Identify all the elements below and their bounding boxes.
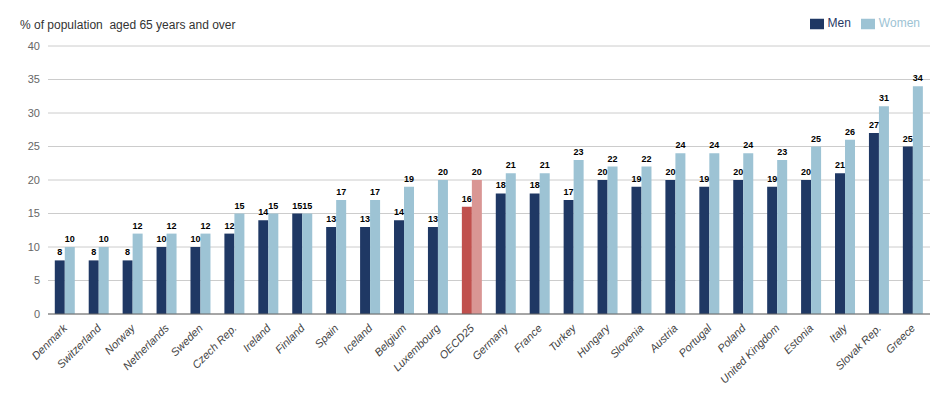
svg-text:19: 19 <box>699 174 709 184</box>
svg-text:21: 21 <box>835 160 845 170</box>
svg-text:15: 15 <box>28 207 40 219</box>
svg-text:21: 21 <box>540 160 550 170</box>
svg-text:19: 19 <box>631 174 641 184</box>
svg-text:20: 20 <box>801 167 811 177</box>
svg-text:Czech Rep.: Czech Rep. <box>190 322 239 371</box>
html-text:Women: Women <box>878 16 920 30</box>
svg-text:24: 24 <box>743 140 753 150</box>
svg-text:Poland: Poland <box>715 321 748 354</box>
svg-text:Sweden: Sweden <box>168 321 205 359</box>
svg-text:0: 0 <box>34 308 40 320</box>
svg-text:21: 21 <box>506 160 516 170</box>
svg-text:10: 10 <box>157 234 167 244</box>
svg-text:Iceland: Iceland <box>341 321 375 355</box>
svg-text:20: 20 <box>438 167 448 177</box>
svg-text:Germany: Germany <box>470 321 512 363</box>
svg-text:10: 10 <box>65 234 75 244</box>
svg-text:23: 23 <box>777 147 787 157</box>
svg-text:31: 31 <box>879 93 889 103</box>
svg-text:10: 10 <box>28 241 40 253</box>
svg-text:Denmark: Denmark <box>29 321 70 362</box>
svg-text:France: France <box>511 322 544 355</box>
svg-text:Austria: Austria <box>646 322 679 355</box>
svg-text:Netherlands: Netherlands <box>121 321 172 372</box>
svg-text:Slovak Rep.: Slovak Rep. <box>833 322 883 372</box>
svg-text:34: 34 <box>913 73 923 83</box>
svg-text:26: 26 <box>845 127 855 137</box>
svg-text:Portugal: Portugal <box>676 321 714 359</box>
html-text:% of population aged 65 years: % of population aged 65 years and over <box>20 18 236 32</box>
svg-text:10: 10 <box>190 234 200 244</box>
svg-text:Norway: Norway <box>102 321 138 357</box>
svg-text:30: 30 <box>28 107 40 119</box>
svg-text:25: 25 <box>903 134 913 144</box>
svg-text:16: 16 <box>462 194 472 204</box>
svg-text:17: 17 <box>564 187 574 197</box>
svg-text:12: 12 <box>133 221 143 231</box>
svg-text:20: 20 <box>665 167 675 177</box>
svg-text:20: 20 <box>28 174 40 186</box>
svg-text:8: 8 <box>57 247 62 257</box>
svg-text:10: 10 <box>99 234 109 244</box>
svg-text:19: 19 <box>404 174 414 184</box>
html-text:Men: Men <box>827 16 851 30</box>
svg-text:20: 20 <box>598 167 608 177</box>
svg-text:Turkey: Turkey <box>546 321 579 354</box>
svg-text:8: 8 <box>125 247 130 257</box>
svg-text:Finland: Finland <box>273 321 308 356</box>
svg-text:Estonia: Estonia <box>781 322 815 356</box>
svg-text:19: 19 <box>767 174 777 184</box>
svg-text:15: 15 <box>292 201 302 211</box>
svg-text:15: 15 <box>268 201 278 211</box>
svg-text:12: 12 <box>200 221 210 231</box>
svg-text:15: 15 <box>234 201 244 211</box>
svg-text:United Kingdom: United Kingdom <box>718 322 782 386</box>
svg-text:18: 18 <box>530 180 540 190</box>
svg-text:12: 12 <box>167 221 177 231</box>
svg-text:40: 40 <box>28 40 40 52</box>
svg-text:18: 18 <box>496 180 506 190</box>
svg-text:25: 25 <box>811 134 821 144</box>
svg-text:15: 15 <box>302 201 312 211</box>
svg-text:17: 17 <box>336 187 346 197</box>
svg-text:5: 5 <box>34 274 40 286</box>
svg-text:25: 25 <box>28 140 40 152</box>
svg-text:35: 35 <box>28 73 40 85</box>
svg-text:23: 23 <box>574 147 584 157</box>
svg-text:20: 20 <box>733 167 743 177</box>
svg-text:13: 13 <box>428 214 438 224</box>
svg-text:Ireland: Ireland <box>240 321 273 354</box>
svg-text:20: 20 <box>472 167 482 177</box>
svg-text:13: 13 <box>360 214 370 224</box>
svg-text:27: 27 <box>869 120 879 130</box>
svg-text:Hungary: Hungary <box>574 321 613 360</box>
svg-text:Italy: Italy <box>827 321 851 345</box>
svg-text:OECD25: OECD25 <box>436 321 477 362</box>
svg-text:Belgium: Belgium <box>371 321 409 359</box>
svg-text:Slovenia: Slovenia <box>608 322 646 360</box>
svg-text:13: 13 <box>326 214 336 224</box>
svg-text:8: 8 <box>91 247 96 257</box>
svg-text:12: 12 <box>224 221 234 231</box>
svg-text:Luxembourg: Luxembourg <box>391 321 443 373</box>
svg-text:24: 24 <box>675 140 685 150</box>
svg-text:Switzerland: Switzerland <box>54 321 103 370</box>
svg-text:Spain: Spain <box>312 322 340 350</box>
svg-text:24: 24 <box>709 140 719 150</box>
svg-text:22: 22 <box>608 154 618 164</box>
svg-text:17: 17 <box>370 187 380 197</box>
svg-text:14: 14 <box>258 207 268 217</box>
svg-text:Greece: Greece <box>883 322 917 356</box>
svg-text:22: 22 <box>641 154 651 164</box>
svg-text:14: 14 <box>394 207 404 217</box>
